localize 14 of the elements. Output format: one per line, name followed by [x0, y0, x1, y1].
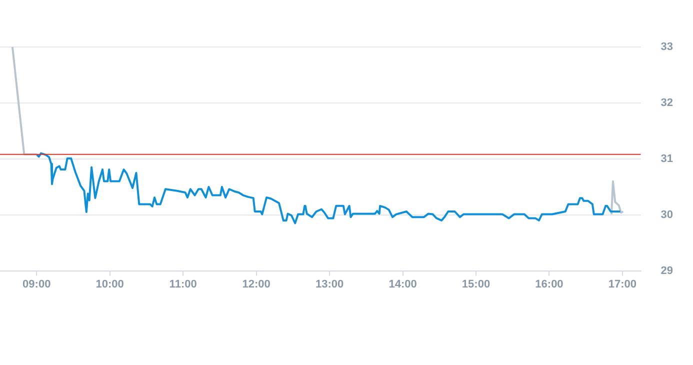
x-tick-label: 13:00	[315, 278, 344, 290]
y-tick-label: 30	[660, 208, 674, 221]
x-tick-label: 12:00	[242, 278, 270, 290]
y-tick-label: 31	[660, 152, 674, 165]
y-tick-label: 29	[660, 264, 674, 277]
x-tick-label: 10:00	[96, 278, 124, 290]
x-tick-label: 15:00	[462, 278, 490, 290]
x-tick-label: 09:00	[22, 278, 51, 290]
x-tick-label: 17:00	[608, 278, 637, 290]
x-tick-label: 16:00	[535, 278, 564, 290]
x-tick-label: 11:00	[169, 278, 197, 290]
y-tick-label: 32	[660, 96, 674, 109]
x-tick-label: 14:00	[388, 278, 417, 290]
y-tick-label: 33	[660, 41, 674, 54]
